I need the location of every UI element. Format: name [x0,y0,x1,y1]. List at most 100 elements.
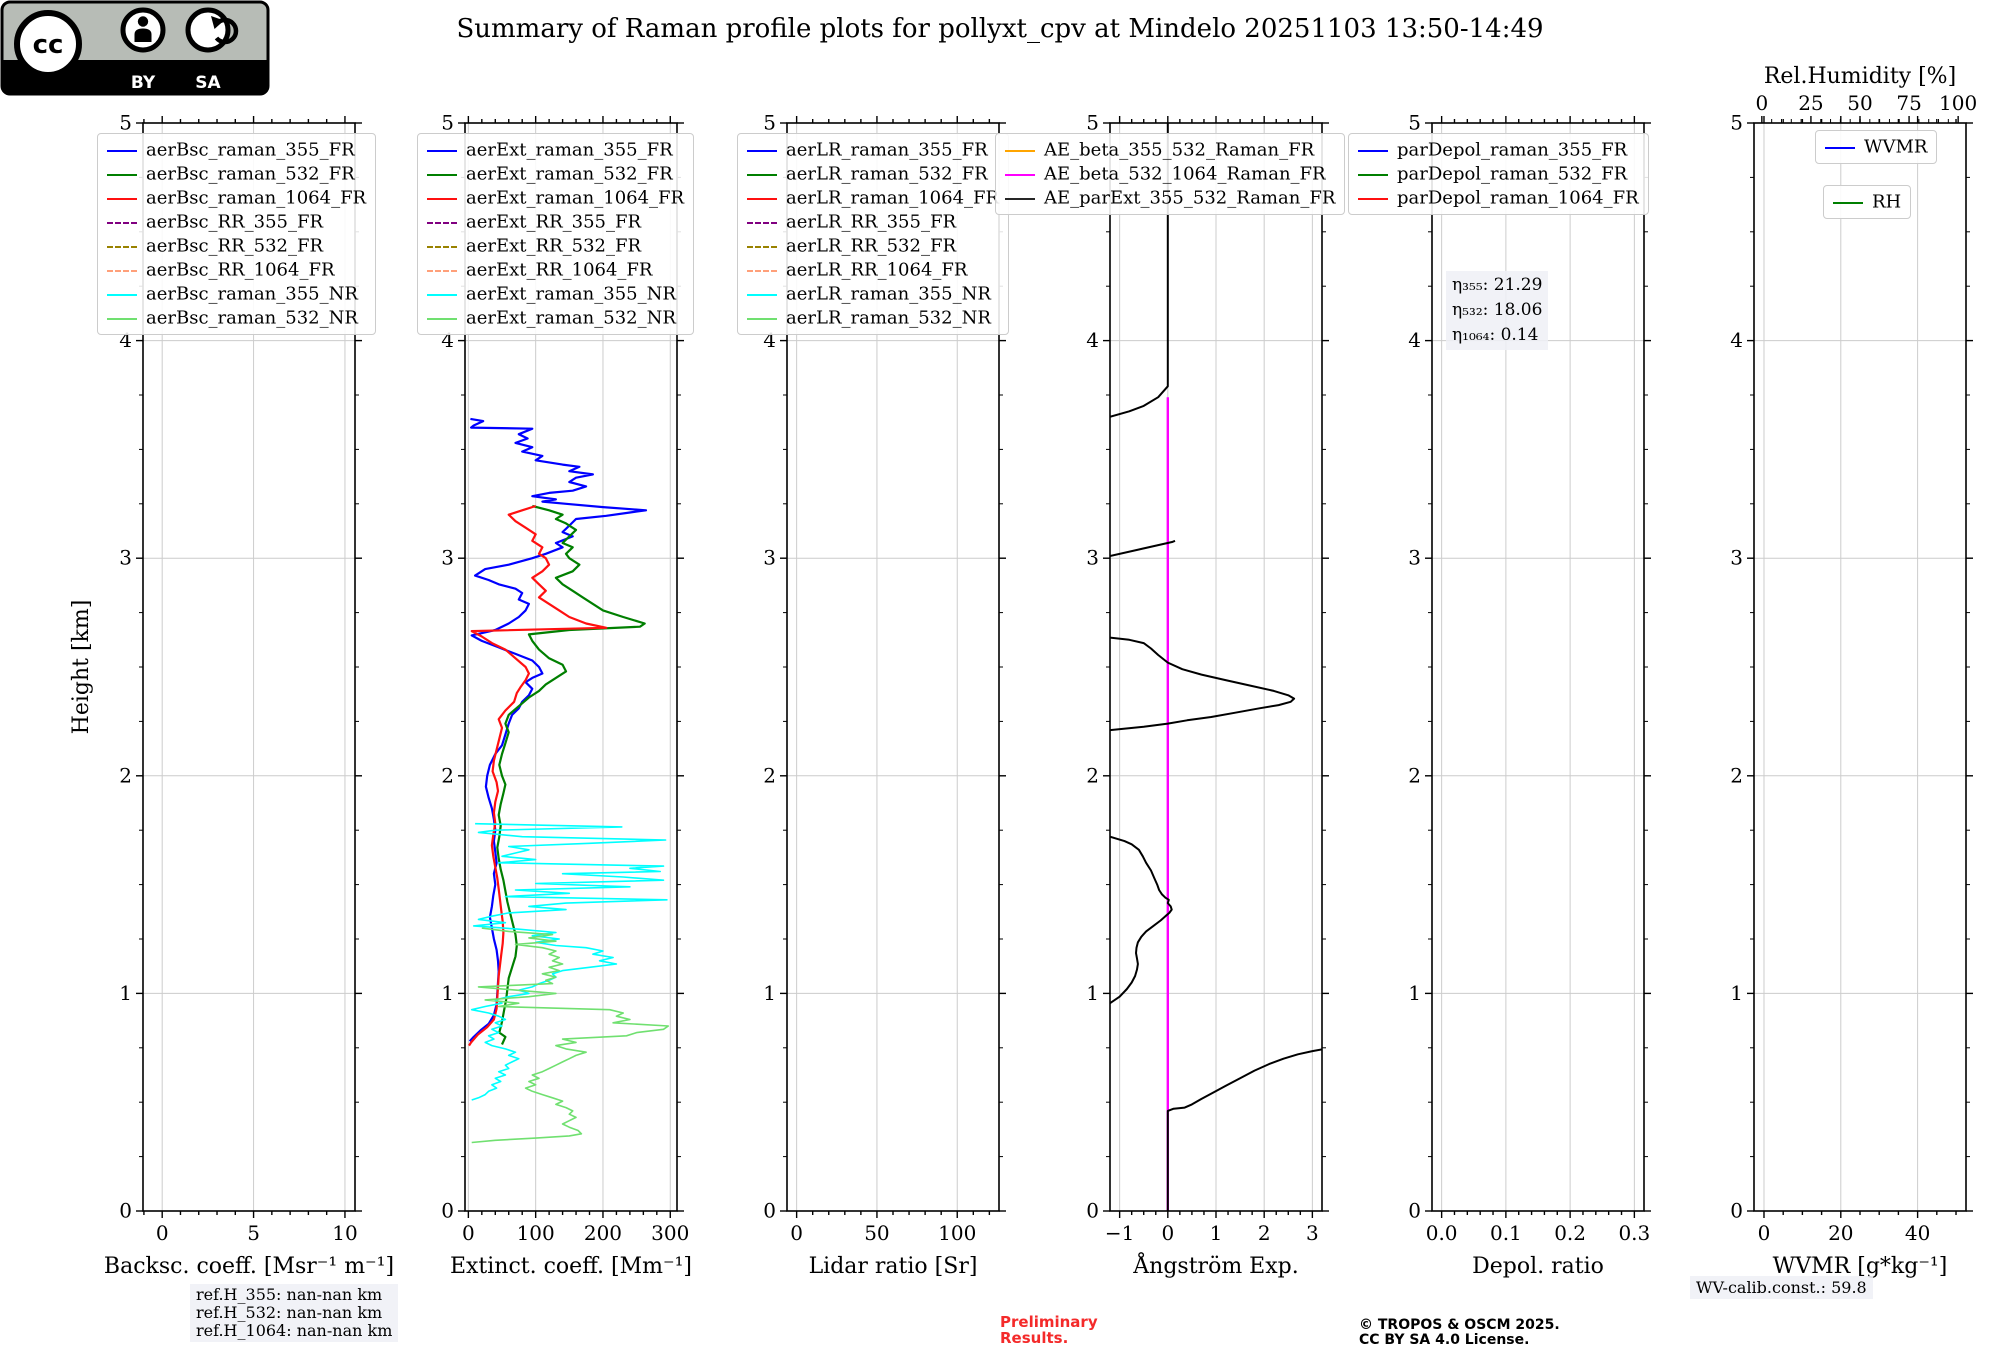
ytick-label: 0 [1408,1199,1421,1223]
legend-label: aerExt_RR_532_FR [466,235,642,257]
xtick-label: 5 [247,1221,260,1245]
xtick-label: 20 [1828,1221,1853,1245]
y-axis-label: Height [km] [69,600,94,735]
legend-label: aerLR_RR_355_FR [786,211,956,233]
legend-entry: AE_beta_532_1064_Raman_FR [1005,162,1335,186]
legend-line-swatch [107,221,137,224]
legend-line-swatch [107,293,137,296]
ytick-label: 5 [763,111,776,135]
legend-entry: aerLR_raman_355_FR [747,138,999,162]
xtick-label: 0.0 [1426,1221,1458,1245]
xlabel-lidar-ratio: Lidar ratio [Sr] [809,1254,978,1279]
legend-line-swatch [427,245,457,248]
legend-label: aerExt_raman_1064_FR [466,187,685,209]
ytick-label: 2 [441,763,454,787]
legend-entry: aerExt_raman_355_FR [427,138,684,162]
legend-angstroem: AE_beta_355_532_Raman_FR AE_beta_532_1064… [995,133,1346,215]
xtick-label: 0.2 [1554,1221,1586,1245]
series-aerExt_raman_1064_FR [468,504,608,1047]
legend-entry: aerLR_raman_532_FR [747,162,999,186]
wv-calib-annotation: WV-calib.const.: 59.8 [1690,1276,1873,1299]
legend-label: AE_beta_355_532_Raman_FR [1044,139,1315,161]
ytick-label: 4 [1086,328,1099,352]
ytick-label: 0 [1086,1199,1099,1223]
ref-h-532: ref.H_532: nan-nan km [196,1303,383,1322]
legend-wvmr: WVMR [1815,130,1938,164]
legend-line-swatch [1005,149,1035,152]
legend-label: aerExt_RR_355_FR [466,211,642,233]
legend-label: aerBsc_raman_355_NR [146,283,358,305]
legend-label: aerExt_raman_532_FR [466,163,673,185]
series-aerExt_raman_355_FR [468,417,648,1043]
xtick-label: 0.1 [1490,1221,1522,1245]
xtick-label: 3 [1306,1221,1319,1245]
series-AE_parExt_355_532_Raman_FR [1110,123,1169,418]
ytick-label: 2 [1730,763,1743,787]
legend-label: aerLR_raman_1064_FR [786,187,1000,209]
legend-entry: aerBsc_raman_1064_FR [107,186,366,210]
cc-license-badge: cc BY SA [0,0,270,96]
legend-line-swatch [747,149,777,152]
legend-entry: AE_parExt_355_532_Raman_FR [1005,186,1335,210]
refheight-annotation: ref.H_355: nan-nan km ref.H_532: nan-nan… [190,1284,399,1342]
legend-line-swatch [107,317,137,320]
ytick-label: 2 [1408,763,1421,787]
legend-label: AE_beta_532_1064_Raman_FR [1044,163,1326,185]
legend-line-swatch [747,197,777,200]
legend-entry: aerLR_RR_532_FR [747,234,999,258]
ytick-label: 4 [1408,328,1421,352]
legend-line-swatch [427,173,457,176]
top-xtick-label: 0 [1755,91,1768,115]
legend-depol: parDepol_raman_355_FR parDepol_raman_532_… [1348,133,1649,215]
legend-line-swatch [107,245,137,248]
legend-entry: aerExt_RR_532_FR [427,234,684,258]
legend-label: aerLR_raman_532_NR [786,307,991,329]
eta-1064: η₁₀₆₄: 0.14 [1452,325,1539,345]
legend-line-swatch [107,149,137,152]
sharealike-arrowhead [211,16,224,29]
legend-line-swatch [427,269,457,272]
legend-line-swatch [1005,173,1035,176]
ytick-label: 5 [1086,111,1099,135]
xlabel-extinction: Extinct. coeff. [Mm⁻¹] [450,1254,692,1279]
legend-wvmr-1: RH [1823,185,1912,219]
ytick-label: 1 [1408,981,1421,1005]
series-AE_parExt_355_532_Raman_FR [1110,835,1173,1005]
legend-line-swatch [1825,146,1855,149]
legend-label: parDepol_raman_532_FR [1397,163,1628,185]
legend-entry: aerLR_raman_355_NR [747,282,999,306]
legend-entry: aerBsc_raman_532_NR [107,306,366,330]
xtick-label: 2 [1258,1221,1271,1245]
by-label: BY [131,73,156,93]
series-layer [468,417,670,1144]
legend-label: aerLR_RR_1064_FR [786,259,968,281]
sa-label: SA [195,73,221,93]
ytick-label: 2 [763,763,776,787]
top-xtick-label: 50 [1847,91,1872,115]
legend-line-swatch [427,149,457,152]
top-xtick-label: 25 [1798,91,1823,115]
legend-line-swatch [1005,197,1035,200]
legend-label: aerBsc_RR_532_FR [146,235,324,257]
top-xtick-label: 100 [1939,91,1977,115]
ytick-label: 3 [1730,546,1743,570]
legend-entry: aerBsc_raman_532_FR [107,162,366,186]
legend-entry: WVMR [1825,135,1927,159]
cc-letters: cc [33,30,64,60]
ytick-label: 2 [119,763,132,787]
ytick-label: 1 [441,981,454,1005]
xtick-label: 300 [651,1221,689,1245]
legend-label: aerBsc_raman_532_FR [146,163,355,185]
legend-line-swatch [747,221,777,224]
ref-h-355: ref.H_355: nan-nan km [196,1285,383,1304]
legend-line-swatch [747,173,777,176]
xtick-label: 200 [584,1221,622,1245]
legend-entry: aerLR_RR_1064_FR [747,258,999,282]
xtick-label: 40 [1905,1221,1930,1245]
ytick-label: 5 [441,111,454,135]
